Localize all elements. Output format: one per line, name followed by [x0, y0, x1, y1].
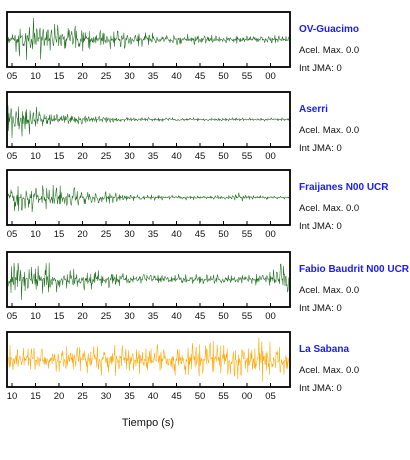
tick-label: 20 — [77, 229, 88, 240]
tick-label: 55 — [218, 391, 229, 402]
tick-label: 10 — [30, 311, 41, 322]
tick-label: 10 — [30, 151, 41, 162]
tick-label: 10 — [7, 391, 18, 402]
tick-label: 40 — [171, 151, 182, 162]
tick-label: 50 — [218, 311, 229, 322]
max-acceleration: Acel. Max. 0.0 — [299, 365, 359, 376]
tick-label: 35 — [148, 229, 159, 240]
tick-label: 20 — [77, 151, 88, 162]
jma-intensity: Int JMA: 0 — [299, 303, 342, 314]
max-acceleration: Acel. Max. 0.0 — [299, 203, 359, 214]
panel-frame — [6, 91, 291, 148]
tick-label: 15 — [54, 71, 65, 82]
tick-label: 20 — [77, 71, 88, 82]
tick-label: 05 — [7, 151, 18, 162]
waveform-trace — [7, 337, 290, 382]
tick-label: 25 — [77, 391, 88, 402]
tick-label: 55 — [242, 71, 253, 82]
tick-label: 05 — [7, 71, 18, 82]
station-title: Fabio Baudrit N00 UCR — [299, 264, 410, 275]
tick-label: 25 — [101, 151, 112, 162]
tick-label: 05 — [7, 311, 18, 322]
tick-label: 30 — [101, 391, 112, 402]
tick-label: 20 — [77, 311, 88, 322]
station-title: Fraijanes N00 UCR — [299, 182, 389, 193]
station-title: Aserri — [299, 104, 328, 115]
jma-intensity: Int JMA: 0 — [299, 143, 342, 154]
tick-label: 00 — [265, 71, 276, 82]
tick-label: 15 — [54, 229, 65, 240]
tick-label: 55 — [242, 151, 253, 162]
tick-label: 30 — [124, 71, 135, 82]
tick-label: 30 — [124, 151, 135, 162]
tick-label: 10 — [30, 71, 41, 82]
jma-intensity: Int JMA: 0 — [299, 383, 342, 394]
tick-label: 00 — [265, 151, 276, 162]
tick-label: 20 — [54, 391, 65, 402]
tick-label: 35 — [148, 311, 159, 322]
tick-label: 25 — [101, 229, 112, 240]
tick-label: 15 — [54, 151, 65, 162]
max-acceleration: Acel. Max. 0.0 — [299, 285, 359, 296]
tick-label: 50 — [218, 151, 229, 162]
tick-label: 50 — [218, 229, 229, 240]
max-acceleration: Acel. Max. 0.0 — [299, 125, 359, 136]
panel-frame — [6, 169, 291, 226]
tick-label: 15 — [54, 311, 65, 322]
jma-intensity: Int JMA: 0 — [299, 221, 342, 232]
tick-label: 55 — [242, 229, 253, 240]
waveform-trace — [7, 17, 290, 60]
tick-label: 25 — [101, 311, 112, 322]
tick-label: 15 — [30, 391, 41, 402]
tick-label: 35 — [124, 391, 135, 402]
panel-frame — [6, 331, 291, 388]
tick-label: 45 — [195, 229, 206, 240]
waveform-trace — [7, 262, 290, 301]
tick-label: 35 — [148, 71, 159, 82]
station-title: OV-Guacimo — [299, 24, 359, 35]
tick-label: 25 — [101, 71, 112, 82]
tick-label: 35 — [148, 151, 159, 162]
waveform-trace — [7, 105, 290, 139]
tick-label: 10 — [30, 229, 41, 240]
tick-label: 00 — [265, 229, 276, 240]
tick-label: 45 — [195, 311, 206, 322]
tick-label: 45 — [195, 71, 206, 82]
panel-frame — [6, 251, 291, 308]
waveform-trace — [7, 184, 290, 213]
tick-label: 00 — [242, 391, 253, 402]
tick-label: 45 — [195, 151, 206, 162]
tick-label: 00 — [265, 311, 276, 322]
tick-label: 50 — [218, 71, 229, 82]
tick-label: 30 — [124, 311, 135, 322]
tick-label: 40 — [171, 311, 182, 322]
tick-label: 05 — [265, 391, 276, 402]
tick-label: 55 — [242, 311, 253, 322]
tick-label: 40 — [171, 229, 182, 240]
x-axis-label: Tiempo (s) — [122, 417, 174, 429]
max-acceleration: Acel. Max. 0.0 — [299, 45, 359, 56]
tick-label: 40 — [148, 391, 159, 402]
station-title: La Sabana — [299, 344, 349, 355]
tick-label: 45 — [171, 391, 182, 402]
tick-label: 05 — [7, 229, 18, 240]
panel-frame — [6, 11, 291, 68]
jma-intensity: Int JMA: 0 — [299, 63, 342, 74]
tick-label: 50 — [195, 391, 206, 402]
tick-label: 30 — [124, 229, 135, 240]
tick-label: 40 — [171, 71, 182, 82]
